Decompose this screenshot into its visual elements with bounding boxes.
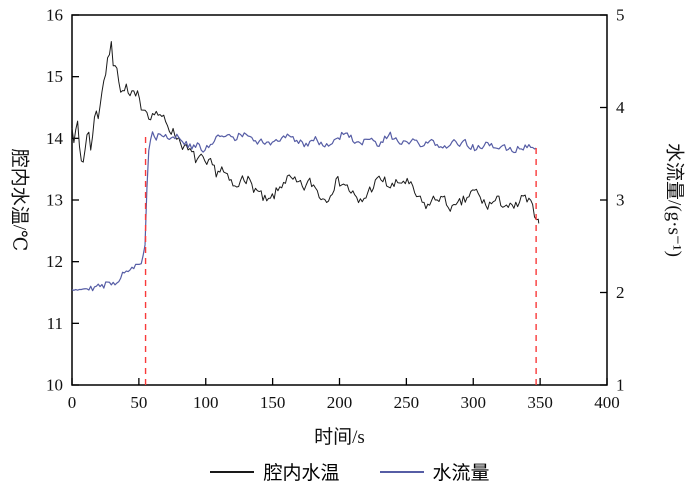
svg-text:400: 400: [594, 393, 620, 412]
svg-text:150: 150: [260, 393, 286, 412]
svg-text:200: 200: [327, 393, 353, 412]
svg-text:14: 14: [46, 129, 64, 148]
flow-line-sample: [379, 470, 424, 473]
legend-label-temperature: 腔内水温: [263, 463, 340, 484]
legend-item-flow: 水流量: [379, 458, 490, 485]
svg-text:300: 300: [461, 393, 487, 412]
svg-text:0: 0: [68, 393, 77, 412]
svg-text:350: 350: [527, 393, 553, 412]
svg-text:250: 250: [394, 393, 420, 412]
legend-label-flow: 水流量: [432, 463, 490, 484]
svg-text:100: 100: [193, 393, 219, 412]
x-axis-title: 时间/s: [314, 427, 365, 448]
svg-text:4: 4: [616, 98, 625, 117]
svg-text:1: 1: [616, 376, 625, 395]
left-axis-title: 腔内水温/℃: [8, 148, 30, 252]
legend: 腔内水温 水流量: [0, 458, 700, 485]
right-axis-title: 水流量/(g·s⁻¹): [663, 143, 685, 257]
svg-text:12: 12: [46, 252, 63, 271]
legend-item-temperature: 腔内水温: [210, 458, 340, 485]
svg-text:13: 13: [46, 191, 63, 210]
svg-text:2: 2: [616, 283, 625, 302]
svg-text:3: 3: [616, 191, 625, 210]
svg-text:16: 16: [46, 6, 63, 25]
svg-text:10: 10: [46, 376, 63, 395]
svg-text:5: 5: [616, 6, 625, 25]
svg-text:15: 15: [46, 67, 63, 86]
temperature-line-sample: [210, 470, 255, 473]
svg-text:11: 11: [47, 314, 63, 333]
svg-text:50: 50: [130, 393, 147, 412]
